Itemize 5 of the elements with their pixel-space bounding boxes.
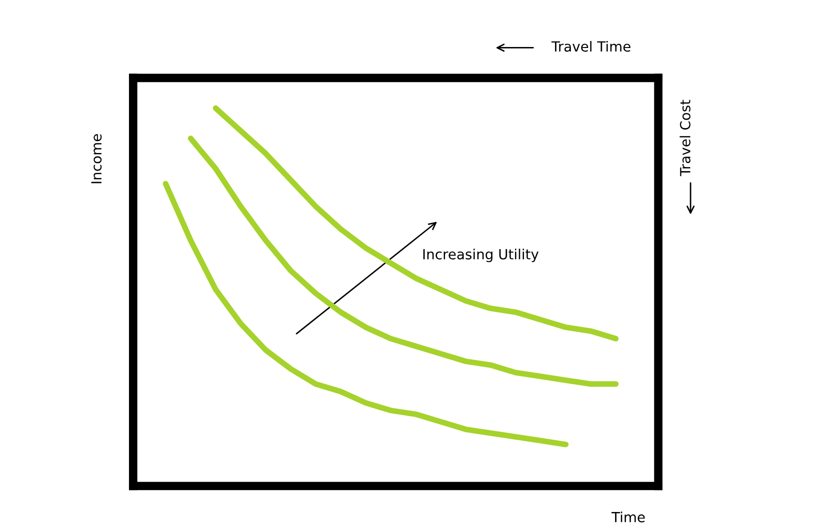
x2-axis-title: Travel Time xyxy=(551,40,630,52)
y2-axis-title: Travel Cost xyxy=(680,100,690,176)
annotation: Increasing Utility xyxy=(423,248,539,262)
x-axis-title: Time xyxy=(611,512,645,522)
y-axis-title: Income xyxy=(91,134,102,184)
